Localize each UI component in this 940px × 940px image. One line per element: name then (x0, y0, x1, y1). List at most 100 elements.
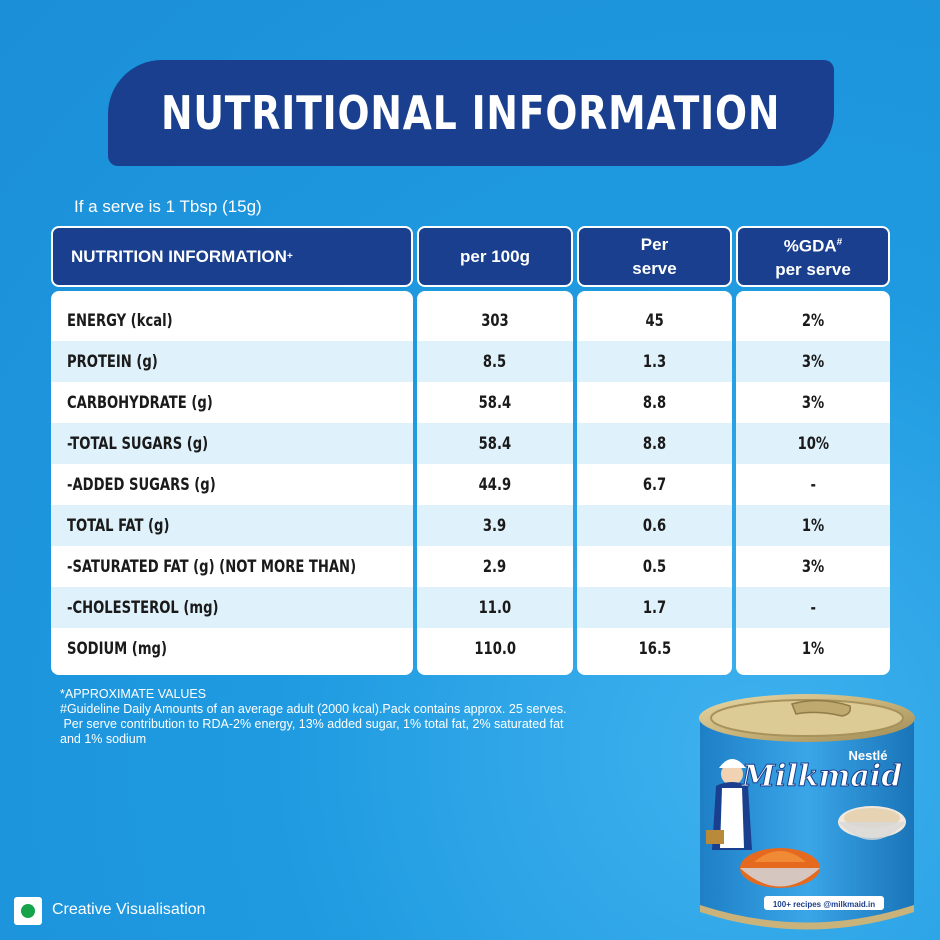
table-cell: 11.0 (417, 587, 573, 628)
table-row: ENERGY (kcal) (51, 300, 413, 341)
table-row: PROTEIN (g) (51, 341, 413, 382)
header-per-100g-label: per 100g (460, 246, 530, 266)
gda-value: 1% (801, 638, 825, 659)
table-cell: 1% (736, 628, 890, 669)
table-cell: 303 (417, 300, 573, 341)
per-100g-value: 11.0 (478, 597, 512, 618)
nutrient-name: ENERGY (kcal) (67, 310, 173, 331)
nutrient-name: PROTEIN (g) (67, 351, 158, 372)
per-serve-value: 16.5 (638, 638, 671, 659)
per-100g-value: 303 (481, 310, 509, 331)
per-serve-value: 8.8 (642, 433, 667, 454)
header-gda-line2: per serve (775, 260, 851, 280)
table-cell: 44.9 (417, 464, 573, 505)
gda-value: 3% (801, 392, 825, 413)
table-cell: 3% (736, 341, 890, 382)
table-cell: 45 (577, 300, 732, 341)
per-100g-column: 303 8.5 58.4 58.4 44.9 3.9 2.9 11.0 110.… (417, 291, 573, 675)
header-per-serve: Per serve (577, 226, 732, 287)
table-cell: 16.5 (577, 628, 732, 669)
table-row: CARBOHYDRATE (g) (51, 382, 413, 423)
table-cell: 6.7 (577, 464, 732, 505)
table-row: SODIUM (mg) (51, 628, 413, 669)
table-cell: 1.3 (577, 341, 732, 382)
table-cell: 10% (736, 423, 890, 464)
serving-size-note: If a serve is 1 Tbsp (15g) (74, 197, 262, 216)
footnote-rda-cont: and 1% sodium (60, 732, 147, 746)
nutrient-name: -SATURATED FAT (g) (NOT MORE THAN) (67, 556, 357, 577)
per-100g-value: 58.4 (478, 392, 512, 413)
per-100g-value: 44.9 (478, 474, 512, 495)
table-row: -CHOLESTEROL (mg) (51, 587, 413, 628)
footnote-rda: Per serve contribution to RDA-2% energy,… (60, 717, 564, 731)
header-nutrient-label: NUTRITION INFORMATION (71, 246, 287, 266)
per-serve-value: 8.8 (642, 392, 667, 413)
per-serve-value: 1.7 (642, 597, 667, 618)
veg-mark-icon (14, 897, 42, 925)
header-per-serve-line1: Per (640, 234, 669, 254)
table-row: -TOTAL SUGARS (g) (51, 423, 413, 464)
table-cell: 0.6 (577, 505, 732, 546)
table-row: -ADDED SUGARS (g) (51, 464, 413, 505)
table-cell: 8.8 (577, 382, 732, 423)
per-serve-value: 6.7 (642, 474, 667, 495)
creative-visualisation-note: Creative Visualisation (52, 901, 206, 918)
header-nutrient-mark: + (286, 250, 293, 262)
table-cell: 2% (736, 300, 890, 341)
nutrient-name: -CHOLESTEROL (mg) (67, 597, 219, 618)
per-serve-value: 0.5 (642, 556, 667, 577)
gda-value: 3% (801, 351, 825, 372)
table-cell: 0.5 (577, 546, 732, 587)
gda-value: - (810, 597, 816, 618)
header-gda: %GDA# per serve (736, 226, 890, 287)
header-per-100g: per 100g (417, 226, 573, 287)
per-100g-value: 2.9 (483, 556, 507, 577)
table-cell: 3% (736, 382, 890, 423)
gda-value: 10% (797, 433, 829, 454)
table-cell: - (736, 464, 890, 505)
footnotes: *APPROXIMATE VALUES #Guideline Daily Amo… (60, 687, 660, 747)
table-cell: 8.5 (417, 341, 573, 382)
per-100g-value: 110.0 (474, 638, 516, 659)
table-cell: 3.9 (417, 505, 573, 546)
per-serve-value: 1.3 (642, 351, 667, 372)
table-cell: 2.9 (417, 546, 573, 587)
header-nutrient: NUTRITION INFORMATION + (51, 226, 413, 287)
footnote-approx: *APPROXIMATE VALUES (60, 687, 207, 701)
gda-value: 3% (801, 556, 825, 577)
per-serve-value: 0.6 (642, 515, 667, 536)
milkmaid-can-image: Nestlé Milkmaid 100+ recipes @milkmaid.i… (699, 694, 915, 930)
table-row: -SATURATED FAT (g) (NOT MORE THAN) (51, 546, 413, 587)
nutrient-name: -ADDED SUGARS (g) (67, 474, 216, 495)
can-brand-text: Milkmaid (741, 759, 902, 794)
nutrient-name: -TOTAL SUGARS (g) (67, 433, 209, 454)
header-gda-mark: # (836, 236, 843, 248)
can-maker-text: Nestlé (848, 748, 887, 763)
per-100g-value: 3.9 (483, 515, 507, 536)
table-cell: 58.4 (417, 423, 573, 464)
gda-column: 2% 3% 3% 10% - 1% 3% - 1% (736, 291, 890, 675)
gda-value: 1% (801, 515, 825, 536)
nutrient-name: CARBOHYDRATE (g) (67, 392, 213, 413)
nutrient-name: TOTAL FAT (g) (67, 515, 170, 536)
per-100g-value: 8.5 (483, 351, 507, 372)
table-cell: 110.0 (417, 628, 573, 669)
nutrient-name: SODIUM (mg) (67, 638, 167, 659)
table-cell: 58.4 (417, 382, 573, 423)
can-recipes-text: 100+ recipes @milkmaid.in (773, 900, 875, 909)
page-title: NUTRITIONAL INFORMATION (161, 86, 781, 140)
table-cell: 3% (736, 546, 890, 587)
footnote-gda: #Guideline Daily Amounts of an average a… (60, 702, 567, 716)
nutrient-column: ENERGY (kcal) PROTEIN (g) CARBOHYDRATE (… (51, 291, 413, 675)
table-cell: 1% (736, 505, 890, 546)
table-cell: - (736, 587, 890, 628)
header-per-serve-line2: serve (632, 258, 677, 278)
per-100g-value: 58.4 (478, 433, 512, 454)
table-cell: 1.7 (577, 587, 732, 628)
title-banner: NUTRITIONAL INFORMATION (108, 60, 834, 166)
per-serve-value: 45 (645, 310, 664, 331)
table-row: TOTAL FAT (g) (51, 505, 413, 546)
gda-value: - (810, 474, 816, 495)
table-cell: 8.8 (577, 423, 732, 464)
per-serve-column: 45 1.3 8.8 8.8 6.7 0.6 0.5 1.7 16.5 (577, 291, 732, 675)
